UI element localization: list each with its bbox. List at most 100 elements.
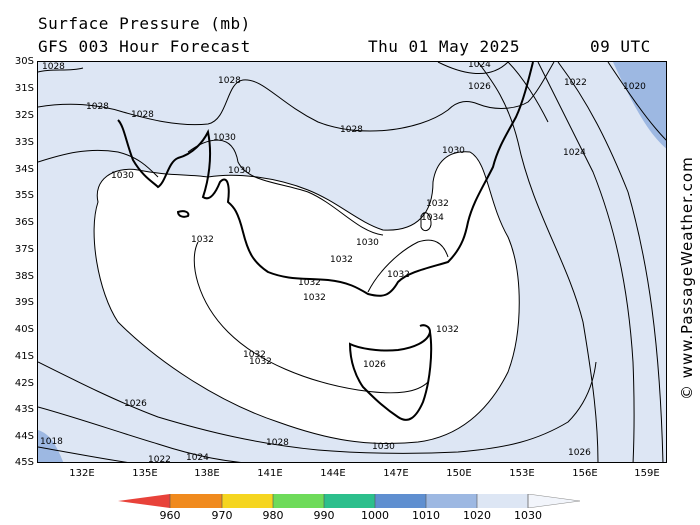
watermark: © www.PassageWeather.com (678, 156, 696, 400)
isobar-label: 1018 (40, 437, 63, 447)
isobar-label: 1030 (111, 171, 134, 181)
lat-label: 38S (14, 271, 34, 282)
isobar-1032-inner (193, 241, 429, 394)
isobar-label: 1028 (86, 102, 109, 112)
lat-label: 39S (14, 297, 34, 308)
isobar-1034 (420, 212, 432, 232)
lat-label: 42S (14, 378, 34, 389)
coastline-tasmania (348, 331, 433, 421)
high-pressure-region (93, 151, 520, 445)
pressure-map: 1028 1028 1028 1028 1028 1026 1024 1022 … (37, 61, 667, 463)
colorbar-segment (375, 494, 426, 508)
chart-title: Surface Pressure (mb) (38, 14, 251, 33)
coastline-kangaroo-island (176, 210, 190, 218)
isobar-1024 (537, 62, 635, 462)
isobar-1026-south (38, 406, 241, 462)
colorbar-segment (118, 494, 170, 508)
lon-label: 138E (194, 468, 220, 479)
lon-label: 150E (446, 468, 472, 479)
isobar-label: 1028 (340, 125, 363, 135)
colorbar-label: 980 (262, 509, 284, 522)
lat-label: 37S (14, 244, 34, 255)
colorbar-dividers (169, 494, 529, 508)
isobar-label: 1024 (186, 453, 209, 463)
isobar-label: 1032 (387, 270, 410, 280)
isobar-label: 1032 (191, 235, 214, 245)
isobar-label: 1032 (303, 293, 326, 303)
forecast-time: 09 UTC (590, 37, 651, 56)
lat-label: 41S (14, 351, 34, 362)
isobar-label: 1032 (298, 278, 321, 288)
lat-label: 31S (14, 83, 34, 94)
isobar-1028-north (38, 62, 555, 132)
isobar-label: 1032 (249, 357, 272, 367)
colorbar-segment (477, 494, 528, 508)
colorbar-segment (170, 494, 222, 508)
isobar-label: 1030 (356, 238, 379, 248)
isobar-1028-south (38, 361, 597, 454)
coastline (117, 62, 534, 421)
lat-label: 34S (14, 164, 34, 175)
isobar-1024-south (38, 446, 128, 462)
isobar-1026-north (38, 62, 509, 75)
isobar-label: 1030 (442, 146, 465, 156)
colorbar-label: 1030 (514, 509, 542, 522)
isobar-1020 (607, 62, 666, 141)
isobar-label: 1020 (623, 82, 646, 92)
isobar-label: 1026 (468, 82, 491, 92)
isobar-label: 1030 (372, 442, 395, 452)
field-1010-1020 (613, 62, 666, 149)
lon-label: 141E (257, 468, 283, 479)
isobar-label: 1022 (148, 455, 171, 463)
isobar-label: 1030 (228, 166, 251, 176)
isobar-label: 1028 (42, 62, 65, 72)
isobar-label: 1028 (266, 438, 289, 448)
isobar-label: 1026 (363, 360, 386, 370)
isobar-1032-east (367, 239, 449, 293)
colorbar (118, 494, 580, 508)
isobar-label: 1032 (436, 325, 459, 335)
coastline-mainland (117, 62, 534, 297)
field-lower-left (38, 430, 64, 462)
lat-label: 40S (14, 324, 34, 335)
colorbar-segment (426, 494, 477, 508)
isobar-label: 1028 (131, 110, 154, 120)
colorbar-label: 1000 (361, 509, 389, 522)
lon-label: 153E (509, 468, 535, 479)
pressure-map-svg (38, 62, 666, 462)
lon-label: 159E (634, 468, 660, 479)
lon-label: 132E (69, 468, 95, 479)
isobar-label: 1028 (218, 76, 241, 86)
colorbar-label: 960 (159, 509, 181, 522)
isobar-label: 1026 (124, 399, 147, 409)
isobar-lines (38, 62, 666, 462)
isobar-1030-north (38, 139, 384, 236)
colorbar-end (527, 494, 580, 508)
lat-label: 36S (14, 217, 34, 228)
isobar-label: 1024 (563, 148, 586, 158)
colorbar-label: 970 (211, 509, 233, 522)
lat-label: 43S (14, 404, 34, 415)
lat-label: 30S (14, 56, 34, 67)
colorbar-label: 1020 (463, 509, 491, 522)
isobar-label: 1034 (421, 213, 444, 223)
lat-label: 32S (14, 110, 34, 121)
isobar-1022 (557, 62, 664, 462)
isobar-1024-east (507, 62, 549, 123)
coastline-island-north (419, 324, 431, 333)
colorbar-label: 1010 (412, 509, 440, 522)
isobar-label: 1032 (330, 255, 353, 265)
colorbar-segment (222, 494, 273, 508)
isobar-label: 1030 (213, 133, 236, 143)
isobar-label: 1032 (243, 350, 266, 360)
forecast-date: Thu 01 May 2025 (368, 37, 520, 56)
lat-label: 35S (14, 190, 34, 201)
lon-label: 147E (383, 468, 409, 479)
colorbar-segment (273, 494, 324, 508)
model-label: GFS 003 Hour Forecast (38, 37, 251, 56)
isobar-label: 1022 (564, 78, 587, 88)
lat-label: 45S (14, 457, 34, 468)
isobar-1026-east (477, 62, 599, 462)
isobar-label: 1032 (426, 199, 449, 209)
lon-label: 156E (572, 468, 598, 479)
